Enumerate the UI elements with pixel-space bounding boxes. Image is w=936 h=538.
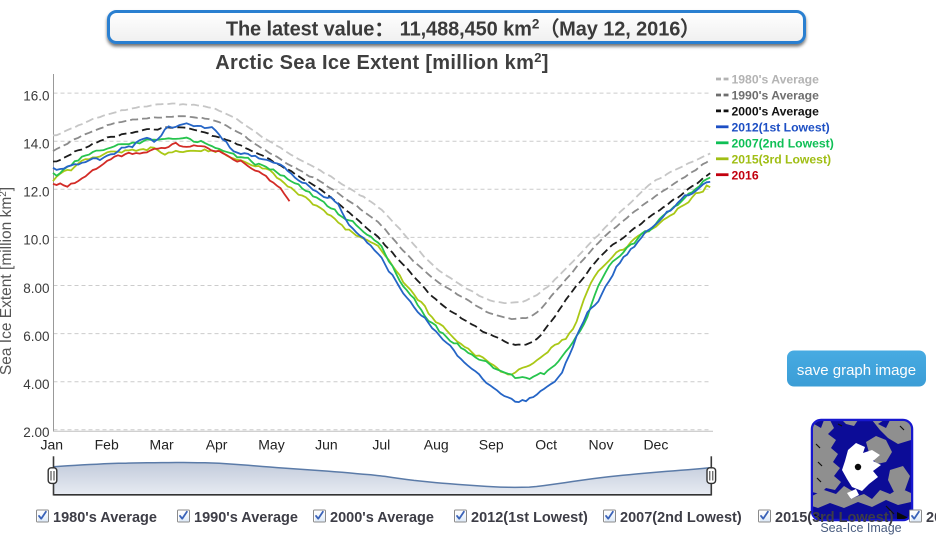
svg-text:1990's Average: 1990's Average [732, 89, 820, 103]
svg-text:1980's Average: 1980's Average [732, 73, 820, 87]
svg-text:Mar: Mar [150, 436, 174, 452]
svg-text:1980's Average: 1980's Average [53, 510, 157, 526]
svg-text:2012(1st Lowest): 2012(1st Lowest) [471, 510, 588, 526]
svg-text:2016: 2016 [732, 168, 759, 182]
svg-text:16.0: 16.0 [23, 88, 49, 103]
svg-text:The latest value： 11,488,450 k: The latest value： 11,488,450 km2（May 12,… [226, 17, 700, 41]
svg-text:2.00: 2.00 [23, 425, 49, 440]
svg-text:2007(2nd Lowest): 2007(2nd Lowest) [732, 136, 834, 150]
svg-text:Jul: Jul [372, 436, 390, 452]
svg-text:2015(3rd Lowest): 2015(3rd Lowest) [732, 152, 832, 166]
svg-text:Nov: Nov [589, 436, 614, 452]
svg-text:2007(2nd Lowest): 2007(2nd Lowest) [620, 510, 742, 526]
svg-text:2000's Average: 2000's Average [330, 510, 434, 526]
svg-text:Oct: Oct [535, 436, 557, 452]
svg-text:Sea-Ice Image: Sea-Ice Image [820, 521, 901, 535]
svg-text:1990's Average: 1990's Average [194, 510, 298, 526]
svg-text:Aug: Aug [424, 436, 449, 452]
svg-text:10.0: 10.0 [23, 233, 49, 248]
svg-text:2000's Average: 2000's Average [732, 105, 820, 119]
svg-text:save graph image: save graph image [797, 362, 916, 379]
svg-text:4.00: 4.00 [23, 377, 49, 392]
svg-text:Feb: Feb [95, 436, 119, 452]
svg-text:Jun: Jun [315, 436, 338, 452]
svg-text:May: May [258, 436, 284, 452]
svg-text:Apr: Apr [206, 436, 228, 452]
svg-text:Dec: Dec [643, 436, 668, 452]
svg-text:Sea Ice Extent [million km2]: Sea Ice Extent [million km2] [0, 187, 15, 375]
svg-text:12.0: 12.0 [23, 185, 49, 200]
svg-text:2015(3rd Lowest): 2015(3rd Lowest) [775, 510, 894, 526]
svg-text:2012(1st Lowest): 2012(1st Lowest) [732, 120, 830, 134]
svg-text:Jan: Jan [41, 436, 64, 452]
svg-text:Sep: Sep [479, 436, 504, 452]
svg-text:2016: 2016 [926, 510, 936, 526]
svg-text:Arctic Sea Ice Extent [million: Arctic Sea Ice Extent [million km2] [215, 50, 548, 74]
svg-text:6.00: 6.00 [23, 329, 49, 344]
svg-text:8.00: 8.00 [23, 281, 49, 296]
svg-text:14.0: 14.0 [23, 137, 49, 152]
